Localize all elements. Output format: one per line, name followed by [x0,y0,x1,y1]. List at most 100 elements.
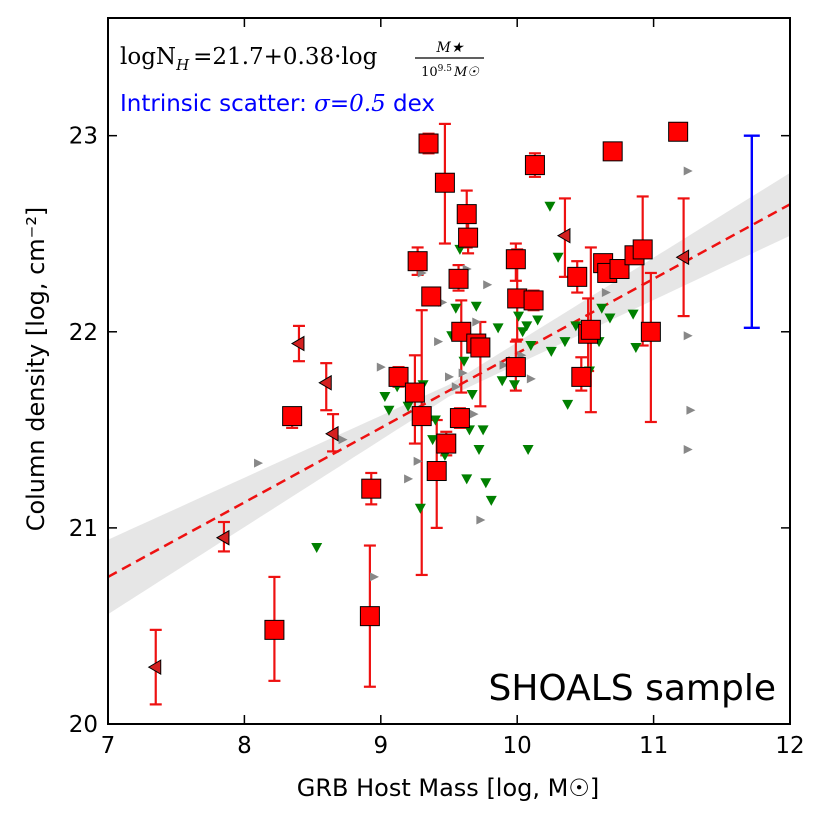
lower-limit-point [596,303,608,314]
detection-point [640,321,661,342]
red-limit-point [290,335,305,352]
detection-point [388,366,409,387]
detection-point [282,406,303,427]
detection-point [264,619,285,640]
lower-limit-point [311,543,323,553]
detection-point [523,290,544,311]
lower-limit-point [480,478,492,489]
lower-limit-point [559,337,571,348]
scatter-bar-layer [743,134,760,330]
detection-point [448,268,469,289]
upper-limit-point [483,280,493,290]
upper-limit-point [526,374,536,384]
detection-point [404,382,425,403]
red-limit-point [675,249,690,266]
fit-equation-denominator: 109.5 M☉ [421,64,480,80]
plot-frame [107,17,791,725]
detection-point [411,406,432,427]
x-tick-label: 10 [503,733,532,759]
upper-limit-point [476,515,486,525]
lower-limit-point [383,405,395,416]
red-limit-point [215,529,230,546]
upper-limit-point [254,458,264,468]
detection-point [609,259,630,280]
x-tick-label: 8 [237,733,252,759]
x-axis-label: GRB Host Mass [log, M☉] [297,774,599,802]
lower-limit-point [485,495,497,506]
y-tick-label: 22 [69,320,98,346]
upper-limit-point [376,362,386,372]
marker-layer [147,121,696,675]
lower-limit-point [513,311,525,322]
red-limit-point [318,374,332,391]
detection-point [407,251,428,272]
upper-limit-point [683,166,693,176]
confidence-band-layer [108,172,790,615]
fit-line-layer [107,203,791,579]
upper-limit-point [451,382,461,392]
red-limit-point [147,659,162,675]
lower-limit-point [630,342,642,353]
upper-limit-point [338,435,348,445]
lower-limit-point [427,435,439,446]
x-tick-label: 12 [775,733,804,759]
y-axis-label: Column density [log, cm⁻²] [22,207,50,532]
detection-point [418,133,439,154]
lower-limit-point [429,415,441,426]
lower-limit-point [466,390,478,401]
detection-point [668,121,689,142]
red-limit-point [325,425,339,442]
fit-equation: logNH =21.7+0.38·log [120,44,378,74]
lower-limit-point [522,444,534,455]
x-tick-label: 11 [639,733,668,759]
lower-limit-point [627,309,639,320]
lower-limit-point [458,356,470,367]
upper-limit-point [434,337,444,347]
lower-limit-point [414,503,426,514]
upper-limit-point [686,405,696,415]
upper-limit-point [369,572,379,582]
lower-limit-point [492,323,504,334]
y-tick-label: 23 [69,124,98,150]
detection-point [571,366,592,387]
lower-limit-point [461,474,473,485]
upper-limit-point [404,474,414,484]
lower-limit-point [544,201,556,212]
detection-point [580,319,601,340]
lower-limit-point [473,444,485,455]
detection-point [505,249,526,270]
lower-limit-point [508,380,520,391]
axes-layer: 7 8 9 10 11 12 20 21 22 23 [69,17,805,759]
lower-limit-point [521,321,533,332]
upper-limit-point [499,360,509,370]
lower-limit-point [525,341,537,352]
sample-label: SHOALS sample [489,668,777,709]
lower-limit-point [604,313,616,324]
upper-limit-point [601,288,611,298]
lower-limit-point [379,391,391,402]
detection-point [421,286,442,307]
detection-point [436,433,457,454]
detection-point [470,337,491,358]
lower-limit-point [562,399,574,410]
lower-limit-point [517,327,529,338]
detection-point [524,155,545,176]
y-tick-label: 20 [69,712,98,738]
x-tick-label: 7 [101,733,116,759]
detection-point [449,408,470,429]
lower-limit-point [552,252,564,263]
lower-limit-point [402,401,414,412]
lower-limit-point [532,315,544,326]
detection-point [567,266,588,287]
detection-point [602,141,623,162]
red-limit-point [556,227,571,244]
y-tick-label: 21 [69,516,98,542]
lower-limit-point [496,376,508,387]
fit-equation-numerator: M★ [436,40,465,56]
upper-limit-point [472,317,482,327]
detection-point [632,239,653,260]
detection-point [434,172,455,193]
intrinsic-scatter-label: Intrinsic scatter: σ=0.5 dex [120,91,435,117]
detection-point [451,321,472,342]
